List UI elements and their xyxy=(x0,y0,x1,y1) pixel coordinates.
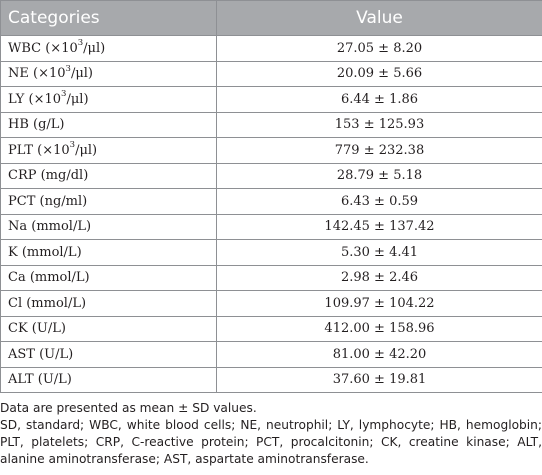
table-row: CRP (mg/dl) 28.79 ± 5.18 xyxy=(0,162,542,189)
category-label: CK (U/L) xyxy=(8,321,66,337)
header-value: Value xyxy=(216,0,542,36)
row-category: ALT (U/L) xyxy=(0,366,217,393)
table-row: AST (U/L) 81.00 ± 42.20 xyxy=(0,341,542,368)
row-value: 6.44 ± 1.86 xyxy=(216,86,542,113)
table-row: PLT (×103/μl) 779 ± 232.38 xyxy=(0,137,542,164)
row-category: Cl (mmol/L) xyxy=(0,290,217,317)
category-exponent: 3 xyxy=(65,63,71,74)
footnote-data-presentation: Data are presented as mean ± SD values. xyxy=(0,401,257,415)
row-value: 6.43 ± 0.59 xyxy=(216,188,542,215)
row-value: 109.97 ± 104.22 xyxy=(216,290,542,317)
category-unit: /μl) xyxy=(70,66,93,82)
category-label: NE (×10 xyxy=(8,66,66,82)
category-label: ALT (U/L) xyxy=(8,372,72,388)
table-row: Na (mmol/L) 142.45 ± 137.42 xyxy=(0,213,542,240)
table-row: PCT (ng/ml) 6.43 ± 0.59 xyxy=(0,188,542,215)
row-value: 5.30 ± 4.41 xyxy=(216,239,542,266)
category-unit: /μl) xyxy=(83,40,106,56)
table-row: K (mmol/L) 5.30 ± 4.41 xyxy=(0,239,542,266)
row-category: CRP (mg/dl) xyxy=(0,162,217,189)
row-category: PCT (ng/ml) xyxy=(0,188,217,215)
table-row: HB (g/L) 153 ± 125.93 xyxy=(0,111,542,138)
footnote-abbreviations: SD, standard; WBC, white blood cells; NE… xyxy=(0,418,542,466)
table-row: Ca (mmol/L) 2.98 ± 2.46 xyxy=(0,264,542,291)
table-body: WBC (×103/μl) 27.05 ± 8.20 NE (×103/μl) 20.… xyxy=(0,35,542,393)
row-category: CK (U/L) xyxy=(0,315,217,342)
row-category: AST (U/L) xyxy=(0,341,217,368)
category-exponent: 3 xyxy=(61,89,67,100)
header-categories: Categories xyxy=(0,0,217,36)
category-label: AST (U/L) xyxy=(8,346,74,362)
row-category: PLT (×103/μl) xyxy=(0,137,217,164)
row-category: WBC (×103/μl) xyxy=(0,35,217,62)
table-row: NE (×103/μl) 20.09 ± 5.66 xyxy=(0,60,542,87)
category-unit: /μl) xyxy=(75,142,98,158)
category-label: Ca (mmol/L) xyxy=(8,270,90,286)
row-value: 779 ± 232.38 xyxy=(216,137,542,164)
table-row: LY (×103/μl) 6.44 ± 1.86 xyxy=(0,86,542,113)
row-category: NE (×103/μl) xyxy=(0,60,217,87)
row-value: 81.00 ± 42.20 xyxy=(216,341,542,368)
row-value: 142.45 ± 137.42 xyxy=(216,213,542,240)
data-table: Categories Value WBC (×103/μl) 27.05 ± 8.… xyxy=(0,0,542,393)
row-category: K (mmol/L) xyxy=(0,239,217,266)
row-value: 28.79 ± 5.18 xyxy=(216,162,542,189)
row-value: 27.05 ± 8.20 xyxy=(216,35,542,62)
category-label: Cl (mmol/L) xyxy=(8,295,87,311)
row-value: 153 ± 125.93 xyxy=(216,111,542,138)
table-row: Cl (mmol/L) 109.97 ± 104.22 xyxy=(0,290,542,317)
category-label: WBC (×10 xyxy=(8,40,78,56)
row-category: Ca (mmol/L) xyxy=(0,264,217,291)
table-row: ALT (U/L) 37.60 ± 19.81 xyxy=(0,366,542,393)
category-label: K (mmol/L) xyxy=(8,244,82,260)
row-category: LY (×103/μl) xyxy=(0,86,217,113)
category-unit: /μl) xyxy=(66,91,89,107)
category-label: CRP (mg/dl) xyxy=(8,168,89,184)
table-row: CK (U/L) 412.00 ± 158.96 xyxy=(0,315,542,342)
category-exponent: 3 xyxy=(69,140,76,151)
row-value: 20.09 ± 5.66 xyxy=(216,60,542,87)
category-label: LY (×10 xyxy=(8,91,62,107)
row-category: HB (g/L) xyxy=(0,111,217,138)
category-label: PCT (ng/ml) xyxy=(8,193,88,209)
row-value: 412.00 ± 158.96 xyxy=(216,315,542,342)
row-value: 2.98 ± 2.46 xyxy=(216,264,542,291)
category-exponent: 3 xyxy=(77,38,84,49)
category-label: HB (g/L) xyxy=(8,117,65,133)
category-label: PLT (×10 xyxy=(8,142,70,158)
row-value: 37.60 ± 19.81 xyxy=(216,366,542,393)
table-footnotes: Data are presented as mean ± SD values. … xyxy=(0,400,542,468)
table-header-row: Categories Value xyxy=(0,0,542,36)
category-label: Na (mmol/L) xyxy=(8,219,92,235)
table-row: WBC (×103/μl) 27.05 ± 8.20 xyxy=(0,35,542,62)
row-category: Na (mmol/L) xyxy=(0,213,217,240)
